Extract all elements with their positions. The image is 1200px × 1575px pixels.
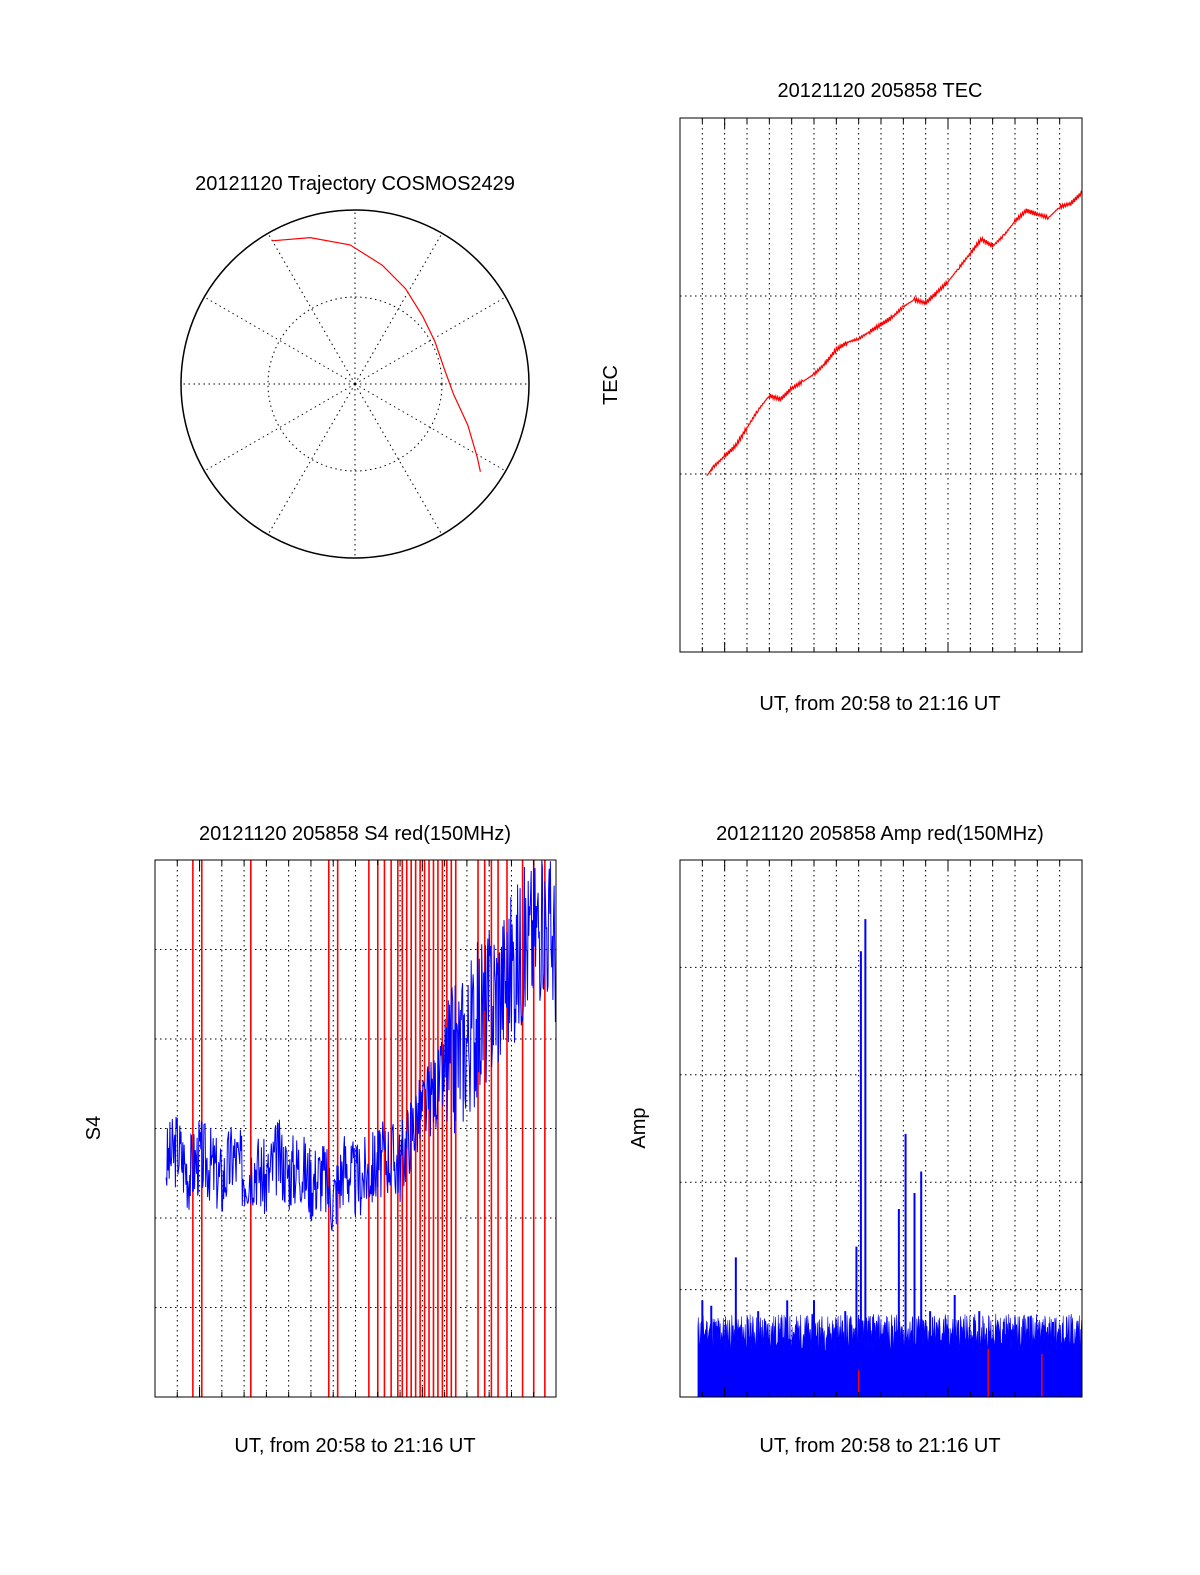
- polar-outer-circle: [180, 209, 530, 559]
- polar-title: 20121120 Trajectory COSMOS2429: [195, 173, 515, 195]
- polar-trajectory-plot: 20121120 Trajectory COSMOS2429: [180, 173, 530, 559]
- s4-title: 20121120 205858 S4 red(150MHz): [199, 823, 511, 845]
- polar-spoke: [354, 233, 443, 385]
- tec-title: 20121120 205858 TEC: [778, 80, 983, 102]
- amp-title: 20121120 205858 Amp red(150MHz): [716, 823, 1044, 845]
- tec-xlabel: UT, from 20:58 to 21:16 UT: [759, 693, 1000, 715]
- trajectory-line: [272, 236, 481, 472]
- s4-xlabel: UT, from 20:58 to 21:16 UT: [234, 1435, 475, 1457]
- tec-series-line: [706, 190, 1083, 477]
- amp-ylabel: Amp: [628, 1107, 650, 1148]
- polar-grid-circle: [267, 296, 443, 472]
- s4-ylabel: S4: [83, 1116, 105, 1140]
- amp-frame: [679, 859, 1083, 1398]
- polar-spoke: [354, 296, 506, 385]
- tec-frame: [679, 117, 1083, 653]
- tec-ylabel: TEC: [600, 365, 622, 405]
- s4-series-line: [165, 859, 556, 1231]
- polar-spoke: [204, 296, 356, 385]
- polar-spoke: [354, 383, 443, 535]
- polar-spoke: [204, 383, 356, 472]
- amp-plot: 20121120 205858 Amp red(150MHz) UT, from…: [628, 823, 1083, 1457]
- s4-frame: [154, 859, 557, 1398]
- tec-plot: 20121120 205858 TEC UT, from 20:58 to 21…: [600, 80, 1083, 715]
- s4-plot: 20121120 205858 S4 red(150MHz) UT, from …: [83, 823, 557, 1457]
- polar-spoke: [267, 383, 356, 535]
- amp-noise-fill: [697, 1313, 1083, 1398]
- polar-spoke: [354, 383, 506, 472]
- polar-spoke: [267, 233, 356, 385]
- amp-xlabel: UT, from 20:58 to 21:16 UT: [759, 1435, 1000, 1457]
